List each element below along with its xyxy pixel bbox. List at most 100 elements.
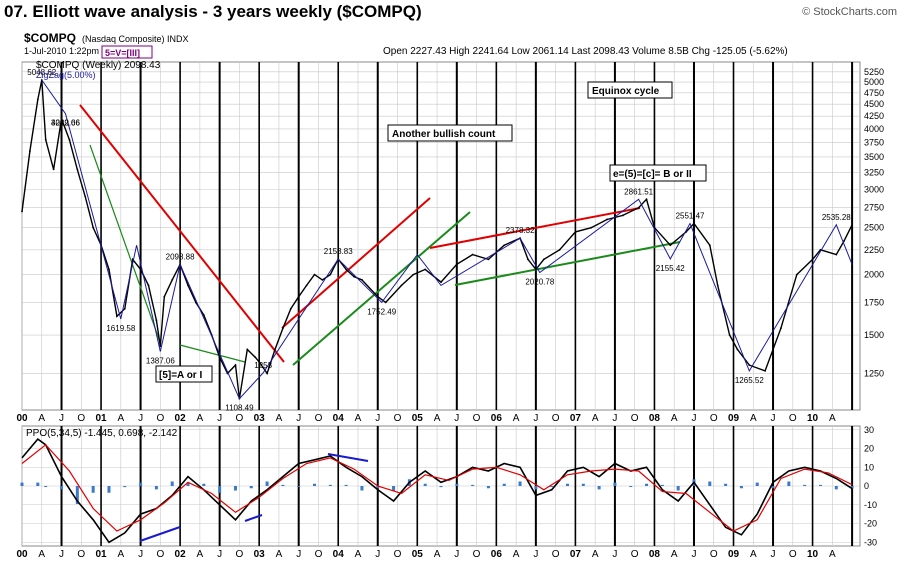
- price-point: [163, 295, 166, 298]
- ppo-hist-bar: [565, 483, 569, 486]
- x-tick-label-bottom: J: [138, 549, 143, 560]
- legend-price: $COMPQ (Weekly) 2098.43: [36, 60, 161, 71]
- price-tick-label: 2250: [864, 245, 884, 255]
- brand-logo: © StockCharts.com: [802, 6, 897, 18]
- ppo-hist-bar: [139, 482, 143, 486]
- x-tick-label-bottom: 06: [491, 549, 503, 560]
- x-tick-label: A: [355, 413, 362, 424]
- price-point: [574, 231, 577, 233]
- x-tick-label-bottom: J: [59, 549, 64, 560]
- data-label: 2098.88: [166, 253, 195, 262]
- annotation-e-label: e=(5)=[c]= B or II: [609, 164, 707, 182]
- ppo-hist-bar: [36, 482, 40, 486]
- x-tick-label: J: [59, 413, 64, 424]
- price-point: [258, 361, 261, 363]
- data-label: 3042.66: [51, 119, 80, 128]
- ppo-hist-bar: [787, 481, 791, 486]
- price-point: [234, 364, 237, 367]
- x-tick-label: J: [771, 413, 776, 424]
- price-point: [266, 372, 268, 375]
- annotation-another-bullish: Another bullish count: [387, 124, 513, 142]
- x-tick-label: A: [513, 413, 520, 424]
- price-point: [84, 195, 87, 198]
- ppo-hist-bar: [328, 484, 332, 486]
- price-point: [590, 226, 593, 229]
- ppo-hist-bar: [518, 481, 522, 486]
- price-tick-label: 4750: [864, 88, 884, 98]
- ppo-tick-label: 20: [864, 444, 874, 454]
- price-point: [487, 258, 490, 261]
- red-upper-channel: [429, 207, 641, 249]
- price-point: [329, 273, 332, 276]
- ppo-hist-bar: [202, 483, 206, 486]
- price-tick-label: 5000: [864, 77, 884, 87]
- x-tick-label-bottom: O: [631, 549, 639, 560]
- ppo-hist-bar: [755, 482, 759, 486]
- annotation-equinox: Equinox cycle: [587, 81, 673, 99]
- x-tick-label: A: [117, 413, 124, 424]
- zigzag-line: [41, 79, 853, 400]
- price-point: [147, 284, 150, 287]
- ppo-hist-bar: [534, 486, 538, 490]
- ppo-signal-line: [21, 443, 853, 532]
- x-tick-label: A: [197, 413, 204, 424]
- price-tick-label: 3250: [864, 168, 884, 178]
- x-tick-label: O: [473, 413, 481, 424]
- ppo-hist-bar: [724, 483, 728, 486]
- x-tick-label-bottom: O: [394, 549, 402, 560]
- blue-ppo-low-2: [244, 514, 263, 522]
- price-point: [353, 275, 355, 278]
- price-point: [693, 222, 695, 225]
- price-point: [795, 273, 798, 276]
- ppo-hist-bar: [170, 481, 174, 486]
- x-tick-label: O: [394, 413, 402, 424]
- x-tick-label: A: [38, 413, 45, 424]
- price-point: [384, 301, 387, 304]
- svg-text:[5]=A or I: [5]=A or I: [159, 370, 202, 381]
- ppo-hist-bar: [629, 486, 633, 487]
- x-tick-label-bottom: O: [315, 549, 323, 560]
- ppo-hist-bar: [233, 486, 237, 491]
- x-tick-label-bottom: J: [375, 549, 380, 560]
- x-tick-label-bottom: J: [296, 549, 301, 560]
- ppo-legend: PPO(5,34,5) -1.445, 0.698, -2.142: [26, 428, 178, 439]
- x-tick-label-bottom: 01: [95, 549, 107, 560]
- price-point: [716, 284, 719, 287]
- x-tick-label-bottom: J: [533, 549, 538, 560]
- data-label: 2535.28: [822, 213, 851, 222]
- price-tick-label: 4500: [864, 99, 884, 109]
- ppo-hist-bar: [123, 486, 127, 488]
- price-point: [527, 258, 529, 261]
- x-tick-label: O: [552, 413, 560, 424]
- price-tick-label: 1250: [864, 368, 884, 378]
- ppo-hist-bar: [660, 484, 664, 486]
- price-point: [246, 348, 249, 351]
- price-point: [645, 198, 648, 201]
- price-point: [471, 253, 474, 256]
- data-label: 1108.49: [225, 404, 254, 413]
- price-point: [851, 223, 853, 226]
- data-label: 2861.51: [624, 187, 653, 196]
- ppo-hist-bar: [265, 481, 269, 486]
- ppo-tick-label: -10: [864, 500, 877, 510]
- date-label: 1-Jul-2010 1:22pm: [24, 46, 99, 56]
- x-tick-label-bottom: J: [217, 549, 222, 560]
- price-tick-label: 5250: [864, 67, 884, 77]
- ppo-hist-bar: [75, 486, 79, 504]
- x-tick-label-bottom: A: [671, 549, 678, 560]
- x-tick-label-bottom: J: [454, 549, 459, 560]
- price-point: [542, 258, 545, 261]
- x-tick-label-bottom: O: [77, 549, 85, 560]
- x-tick-label: A: [750, 413, 757, 424]
- price-point: [708, 244, 711, 247]
- price-point: [400, 284, 403, 287]
- price-point: [534, 268, 537, 271]
- price-tick-label: 4000: [864, 124, 884, 134]
- ppo-tick-label: -30: [864, 537, 877, 547]
- x-tick-label-bottom: 05: [412, 549, 424, 560]
- ppo-hist-bar: [154, 486, 158, 490]
- ppo-hist-bar: [581, 483, 585, 486]
- price-point: [503, 244, 506, 247]
- price-point: [412, 273, 415, 276]
